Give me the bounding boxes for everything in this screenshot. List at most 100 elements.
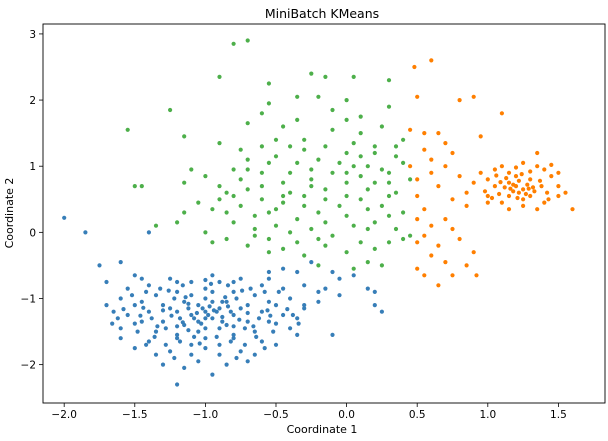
data-point-cluster-3 <box>464 263 469 268</box>
data-point-cluster-1 <box>265 308 270 313</box>
data-point-cluster-1 <box>177 339 183 344</box>
data-point-cluster-2 <box>217 197 222 202</box>
data-point-cluster-2 <box>217 141 222 146</box>
data-point-cluster-2 <box>386 193 392 199</box>
data-point-cluster-2 <box>330 233 335 238</box>
data-point-cluster-1 <box>168 349 173 354</box>
data-point-cluster-2 <box>168 107 173 113</box>
data-point-cluster-1 <box>295 332 300 337</box>
data-point-cluster-3 <box>506 207 512 212</box>
data-point-cluster-1 <box>245 303 250 308</box>
data-point-cluster-1 <box>238 349 243 354</box>
data-point-cluster-3 <box>429 58 434 63</box>
data-point-cluster-1 <box>172 296 177 301</box>
data-point-cluster-2 <box>302 137 307 142</box>
data-point-cluster-2 <box>281 180 286 185</box>
data-point-cluster-1 <box>217 306 222 311</box>
data-point-cluster-2 <box>245 167 250 172</box>
points-layer <box>62 38 575 387</box>
data-point-cluster-2 <box>288 170 293 175</box>
data-point-cluster-1 <box>224 299 229 304</box>
data-point-cluster-1 <box>211 308 216 313</box>
data-point-cluster-3 <box>436 283 441 288</box>
data-point-cluster-2 <box>231 41 236 46</box>
data-point-cluster-1 <box>139 299 144 304</box>
data-point-cluster-1 <box>175 279 180 285</box>
data-point-cluster-1 <box>139 319 144 324</box>
data-point-cluster-1 <box>160 362 166 367</box>
data-point-cluster-1 <box>180 283 185 288</box>
data-point-cluster-2 <box>372 144 377 149</box>
x-tick-label: −2.0 <box>51 409 77 421</box>
data-point-cluster-2 <box>245 38 250 43</box>
data-point-cluster-1 <box>262 289 267 294</box>
data-point-cluster-1 <box>118 336 123 341</box>
data-point-cluster-3 <box>471 94 476 99</box>
data-point-cluster-2 <box>351 266 356 271</box>
data-point-cluster-1 <box>372 289 377 294</box>
data-point-cluster-1 <box>196 329 201 334</box>
data-point-cluster-1 <box>207 304 212 309</box>
data-point-cluster-3 <box>546 197 551 202</box>
data-point-cluster-2 <box>295 94 300 99</box>
data-point-cluster-3 <box>436 243 441 248</box>
data-point-cluster-1 <box>160 308 166 313</box>
data-point-cluster-1 <box>231 324 236 329</box>
data-point-cluster-1 <box>273 303 279 308</box>
y-tick-label: 3 <box>29 29 36 41</box>
data-point-cluster-3 <box>443 164 448 169</box>
data-point-cluster-1 <box>217 342 222 347</box>
x-tick-label: 1.0 <box>479 409 496 421</box>
data-point-cluster-2 <box>337 160 342 165</box>
data-point-cluster-3 <box>415 240 420 245</box>
data-point-cluster-2 <box>281 246 286 251</box>
data-point-cluster-1 <box>208 281 214 286</box>
data-point-cluster-2 <box>252 233 257 238</box>
data-point-cluster-2 <box>309 226 314 232</box>
data-point-cluster-3 <box>429 157 434 162</box>
data-point-cluster-2 <box>401 210 406 215</box>
data-point-cluster-1 <box>186 301 191 306</box>
data-point-cluster-1 <box>323 286 328 291</box>
data-point-cluster-2 <box>273 207 279 212</box>
data-point-cluster-1 <box>223 295 228 300</box>
data-point-cluster-1 <box>132 303 137 308</box>
data-point-cluster-3 <box>464 203 469 208</box>
data-point-cluster-2 <box>259 111 264 116</box>
data-point-cluster-3 <box>508 186 513 191</box>
data-point-cluster-1 <box>266 319 271 324</box>
data-point-cluster-1 <box>238 276 243 281</box>
data-point-cluster-2 <box>372 180 377 185</box>
data-point-cluster-2 <box>210 240 215 245</box>
data-point-cluster-1 <box>242 342 247 347</box>
chart-title: MiniBatch KMeans <box>265 6 379 21</box>
data-point-cluster-1 <box>111 309 116 314</box>
data-point-cluster-1 <box>189 312 194 318</box>
data-point-cluster-1 <box>242 326 247 331</box>
x-tick-label: −1.0 <box>193 409 219 421</box>
data-point-cluster-2 <box>358 174 363 179</box>
data-point-cluster-3 <box>535 164 540 169</box>
plot-frame <box>42 23 606 404</box>
x-axis: −2.0 −1.5 −1.0 −0.5 0.0 0.5 1.0 1.5 <box>51 403 567 421</box>
data-point-cluster-2 <box>252 213 257 218</box>
data-point-cluster-2 <box>309 71 314 76</box>
data-point-cluster-2 <box>358 154 363 159</box>
data-point-cluster-3 <box>415 217 420 222</box>
data-point-cluster-3 <box>545 190 550 195</box>
x-tick-label: 0.5 <box>409 409 426 421</box>
data-point-cluster-2 <box>358 131 363 136</box>
data-point-cluster-3 <box>429 170 434 175</box>
data-point-cluster-1 <box>281 266 286 271</box>
data-point-cluster-2 <box>408 233 413 238</box>
data-point-cluster-3 <box>506 170 512 175</box>
data-point-cluster-3 <box>537 178 543 183</box>
data-point-cluster-2 <box>365 226 370 232</box>
data-point-cluster-1 <box>121 307 126 312</box>
data-point-cluster-1 <box>365 286 370 291</box>
data-point-cluster-2 <box>386 240 392 245</box>
data-point-cluster-3 <box>457 174 462 179</box>
data-point-cluster-1 <box>259 309 264 314</box>
data-point-cluster-2 <box>309 167 314 172</box>
data-point-cluster-1 <box>379 309 384 314</box>
